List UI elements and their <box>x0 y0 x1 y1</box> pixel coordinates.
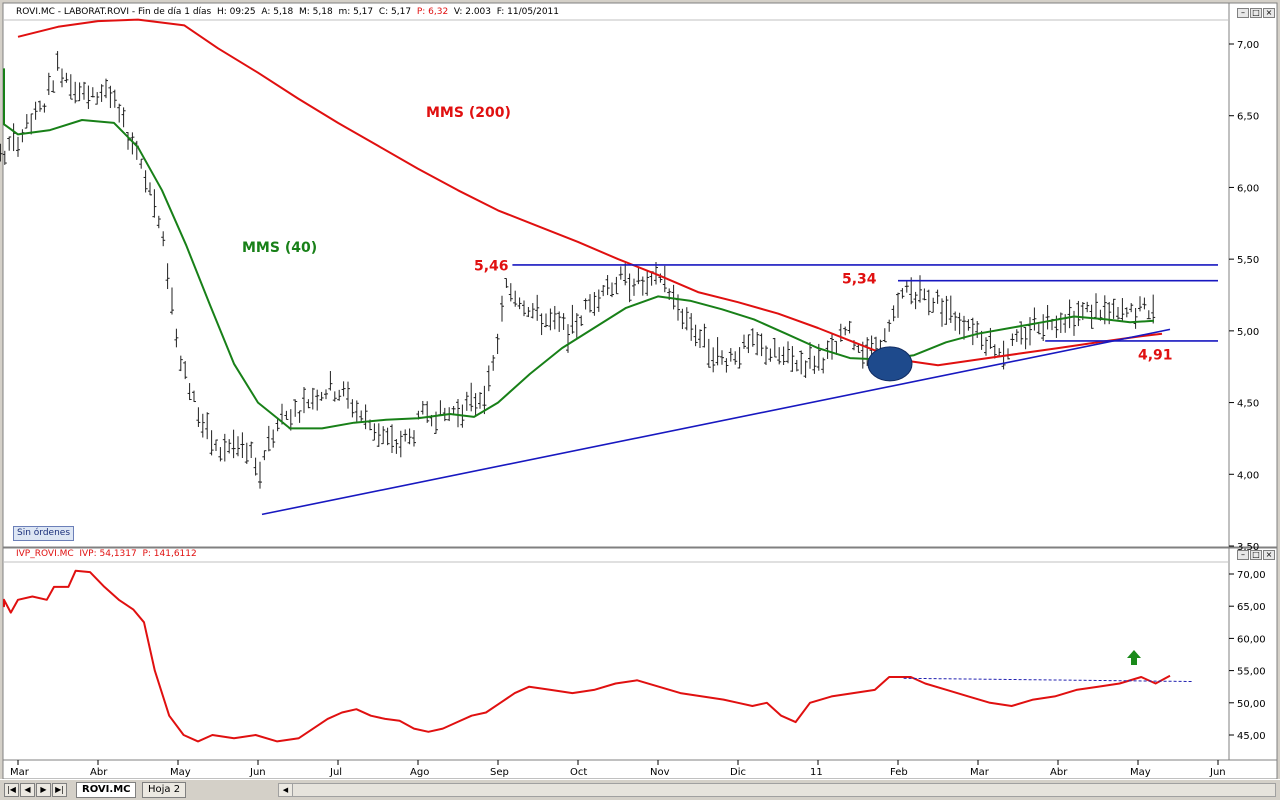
sheet-tab-bar: |◀ ◀ ▶ ▶| ROVI.MC Hoja 2 ◀ <box>0 779 1280 800</box>
price-bars <box>0 51 1156 489</box>
price-tick-label: 5,00 <box>1237 327 1259 338</box>
ivp-annotations: ↑ <box>1127 650 1141 666</box>
minimize-button[interactable]: – <box>1237 8 1249 18</box>
time-tick-label: Feb <box>890 767 908 778</box>
time-tick-label: Dic <box>730 767 746 778</box>
ivp-minimize-button[interactable]: – <box>1237 550 1249 560</box>
series-mms-40- <box>3 68 1155 430</box>
header-volume: V: 2.003 <box>453 7 492 17</box>
ivp-tick-label: 60,00 <box>1237 634 1266 645</box>
annotation-label: 4,91 <box>1138 348 1173 364</box>
price-tick-label: 6,50 <box>1237 112 1259 123</box>
time-x-axis: Mar Abr May Jun Jul Ago Sep Oct Nov Dic 11 Feb Mar Ab… <box>10 760 1226 778</box>
ivp-tick-label: 50,00 <box>1237 699 1266 710</box>
ivp-tick-label: 70,00 <box>1237 570 1266 581</box>
time-tick-label: Mar <box>970 767 990 778</box>
next-sheet-button[interactable]: ▶ <box>36 783 51 797</box>
time-tick-label: Mar <box>10 767 30 778</box>
time-tick-label: Jul <box>329 767 342 778</box>
time-tick-label: Abr <box>90 767 108 778</box>
price-tick-label: 5,50 <box>1237 255 1259 266</box>
time-tick-label: May <box>1130 767 1151 778</box>
orders-status-badge[interactable]: Sin órdenes <box>13 526 75 541</box>
ivp-pane[interactable] <box>2 547 1230 761</box>
time-tick-label: Jun <box>1209 767 1226 778</box>
horizontal-scrollbar[interactable]: ◀ <box>278 783 1276 797</box>
price-pane-header: ROVI.MC - LABORAT.ROVI - Fin de día 1 dí… <box>16 7 559 17</box>
ivp-axis-pane <box>1228 547 1278 761</box>
chart-canvas[interactable]: 7,00 6,50 6,00 5,50 5,00 4,50 4,00 3,50 70,00 65… <box>0 0 1280 779</box>
up-arrow-shape <box>1127 650 1141 666</box>
header-p: P: 6,32 <box>416 7 449 17</box>
tab-hoja-2[interactable]: Hoja 2 <box>142 782 187 798</box>
price-pane[interactable] <box>2 2 1230 548</box>
annotation-label: MMS (200) <box>426 105 511 121</box>
header-date: F: 11/05/2011 <box>496 7 559 17</box>
ivp-maximize-button[interactable]: □ <box>1250 550 1262 560</box>
header-title: ROVI.MC - LABORAT.ROVI - Fin de día 1 dí… <box>16 7 212 17</box>
ivp-y-axis: 70,00 65,00 60,00 55,00 50,00 45,00 <box>1229 570 1266 742</box>
series-mms-200- <box>17 18 1163 367</box>
ivp-tick-label: 55,00 <box>1237 667 1266 678</box>
time-tick-label: Oct <box>570 767 587 778</box>
ivp-lines <box>3 569 1192 743</box>
header-close: C: 5,17 <box>378 7 412 17</box>
header-high: M: 5,18 <box>299 7 333 17</box>
golden-cross-marker <box>867 346 913 382</box>
ivp-line <box>3 569 1171 743</box>
price-overlays <box>3 18 1218 516</box>
header-open: A: 5,18 <box>261 7 294 17</box>
close-button[interactable]: × <box>1263 8 1275 18</box>
up-arrow-icon: ↑ <box>1127 650 1141 666</box>
price-tick-label: 3,50 <box>1237 542 1259 553</box>
last-sheet-button[interactable]: ▶| <box>52 783 67 797</box>
time-tick-label: Ago <box>410 767 429 778</box>
time-tick-label: Nov <box>650 767 670 778</box>
ivp-header-title: IVP_ROVI.MC <box>16 549 74 559</box>
price-tick-label: 4,00 <box>1237 470 1259 481</box>
time-tick-label: 11 <box>810 767 823 778</box>
time-axis-strip <box>2 759 1278 779</box>
prev-sheet-button[interactable]: ◀ <box>20 783 35 797</box>
price-axis-pane <box>1228 2 1278 548</box>
time-tick-label: Sep <box>490 767 509 778</box>
ivp-header-p: P: 141,6112 <box>142 549 197 559</box>
maximize-button[interactable]: □ <box>1250 8 1262 18</box>
price-tick-label: 6,00 <box>1237 183 1259 194</box>
time-tick-label: Abr <box>1050 767 1068 778</box>
header-hour: H: 09:25 <box>216 7 256 17</box>
ivp-close-button[interactable]: × <box>1263 550 1275 560</box>
tab-rovi-mc[interactable]: ROVI.MC <box>76 782 137 798</box>
annotation-label: MMS (40) <box>242 240 317 256</box>
time-tick-label: May <box>170 767 191 778</box>
header-low: m: 5,17 <box>338 7 374 17</box>
scroll-left-icon[interactable]: ◀ <box>279 784 293 796</box>
price-y-axis: 7,00 6,50 6,00 5,50 5,00 4,50 4,00 3,50 <box>1229 40 1259 553</box>
ivp-reference-line <box>903 677 1192 682</box>
price-tick-label: 7,00 <box>1237 40 1259 51</box>
ivp-pane-header: IVP_ROVI.MC IVP: 54,1317 P: 141,6112 <box>16 549 197 559</box>
price-tick-label: 4,50 <box>1237 399 1259 410</box>
time-tick-label: Jun <box>249 767 266 778</box>
series-support-trendline <box>261 328 1171 516</box>
first-sheet-button[interactable]: |◀ <box>4 783 19 797</box>
annotation-label: 5,46 <box>474 259 509 275</box>
price-annotations: MMS (200) MMS (40) 5,46 5,34 4,91 <box>242 105 1173 363</box>
annotation-label: 5,34 <box>842 272 877 288</box>
ivp-header-value: IVP: 54,1317 <box>79 549 137 559</box>
ivp-tick-label: 65,00 <box>1237 602 1266 613</box>
ivp-tick-label: 45,00 <box>1237 731 1266 742</box>
